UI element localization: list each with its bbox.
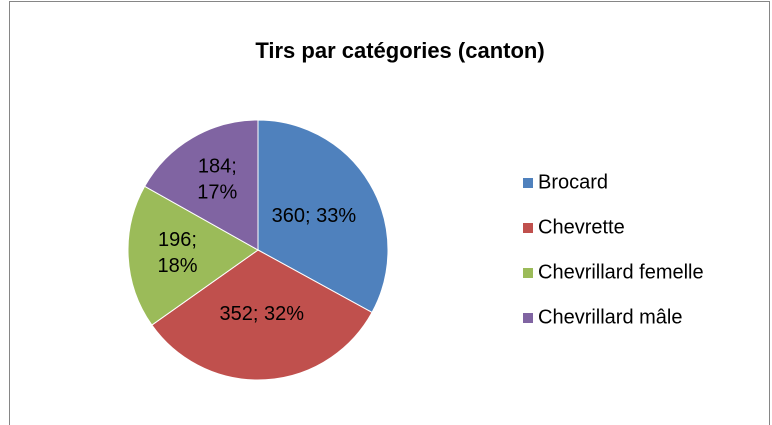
data-label: 360; 33% [272, 205, 357, 227]
legend-label: Chevrillard mâle [538, 306, 683, 328]
data-label: 352; 32% [219, 303, 304, 325]
legend-label: Chevrillard femelle [538, 261, 704, 283]
data-label: 196; 18% [157, 229, 197, 277]
data-label: 184; 17% [197, 156, 237, 204]
pie-slice [127, 185, 259, 326]
chart-frame [9, 1, 770, 425]
legend-swatch [523, 223, 533, 233]
pie-slice [257, 119, 389, 314]
pie-slice [151, 249, 373, 381]
legend-label: Chevrette [538, 216, 625, 238]
legend-swatch [523, 178, 533, 188]
pie-slice [143, 119, 259, 251]
chart-title: Tirs par catégories (canton) [255, 38, 544, 63]
legend-swatch [523, 268, 533, 278]
legend-swatch [523, 313, 533, 323]
legend-label: Brocard [538, 171, 608, 193]
